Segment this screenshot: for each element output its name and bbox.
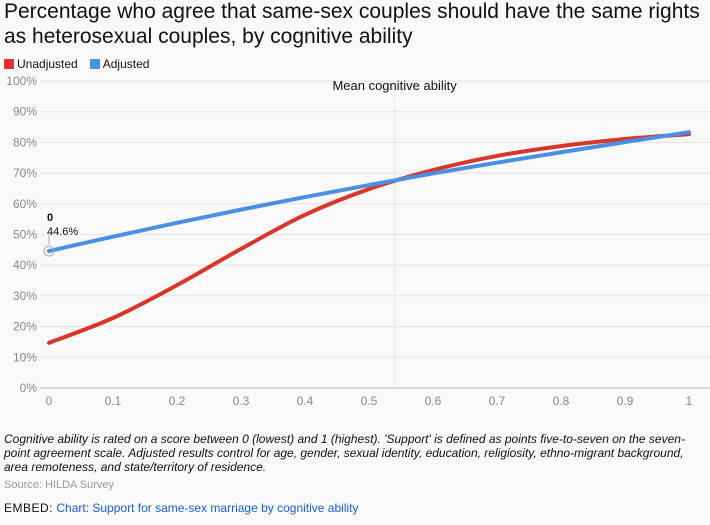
y-tick-label: 90% — [13, 105, 37, 119]
legend-label: Unadjusted — [17, 57, 78, 71]
series-line-adjusted — [47, 130, 691, 254]
mean-annotation: Mean cognitive ability — [332, 78, 457, 93]
legend-item-unadjusted[interactable]: Unadjusted — [4, 57, 78, 71]
y-tick-label: 50% — [13, 228, 37, 242]
x-tick-label: 0.2 — [169, 394, 186, 408]
legend-item-adjusted[interactable]: Adjusted — [89, 57, 150, 71]
y-tick-label: 20% — [13, 320, 37, 334]
tooltip-x: 0 — [47, 212, 53, 224]
x-tick-label: 0.7 — [489, 394, 506, 408]
x-tick-label: 0.5 — [361, 394, 378, 408]
source: Source: HILDA Survey — [4, 479, 115, 491]
y-tick-label: 40% — [13, 258, 37, 272]
legend-swatch — [89, 59, 100, 69]
hover-point — [43, 245, 55, 257]
embed-label: EMBED: — [4, 501, 54, 515]
legend: Unadjusted Adjusted — [4, 57, 149, 71]
embed: EMBED: Chart: Support for same-sex marri… — [4, 501, 359, 515]
embed-link[interactable]: Chart: Support for same-sex marriage by … — [56, 501, 359, 515]
x-tick-label: 0.6 — [425, 394, 442, 408]
chart-title: Percentage who agree that same-sex coupl… — [4, 0, 700, 48]
legend-swatch — [4, 59, 14, 69]
x-tick-label: 0.1 — [105, 394, 122, 408]
y-tick-label: 10% — [13, 350, 37, 364]
x-tick-label: 0.4 — [297, 394, 314, 408]
x-tick-label: 0.9 — [617, 394, 634, 408]
legend-label: Adjusted — [102, 57, 150, 71]
x-tick-label: 0 — [46, 394, 53, 408]
x-tick-label: 1 — [686, 394, 693, 408]
chart-note: Cognitive ability is rated on a score be… — [4, 432, 685, 474]
tooltip-value: 44.6% — [47, 226, 78, 238]
chart-plot: 0% 10% 20% 30% 40% 50% 60% 70% 80% 90% 100% 0 0.1 0.2… — [6, 74, 710, 408]
y-tick-label: 100% — [6, 74, 37, 88]
x-tick-label: 0.3 — [233, 394, 250, 408]
y-tick-label: 60% — [13, 197, 37, 211]
y-tick-label: 0% — [20, 381, 38, 395]
y-tick-label: 30% — [13, 289, 37, 303]
x-tick-label: 0.8 — [553, 394, 570, 408]
series-line-unadjusted — [47, 132, 691, 345]
y-tick-label: 80% — [13, 135, 37, 149]
y-tick-label: 70% — [13, 166, 37, 180]
